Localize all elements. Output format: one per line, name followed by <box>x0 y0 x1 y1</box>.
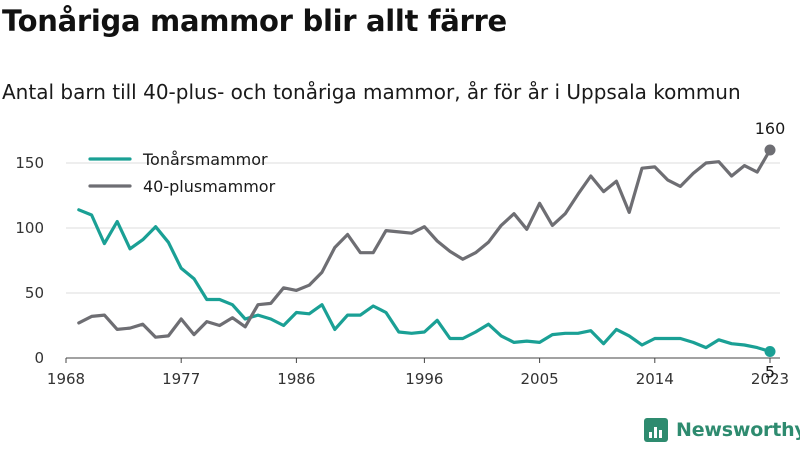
chart-title: Tonåriga mammor blir allt färre <box>2 4 507 38</box>
y-tick-label: 0 <box>34 349 44 367</box>
end-value-label: 5 <box>765 363 775 382</box>
x-tick-label: 1996 <box>405 370 443 388</box>
x-tick-label: 1968 <box>47 370 85 388</box>
y-tick-label: 150 <box>15 154 44 172</box>
axis-ticks: 0 50 100 150 1968 1977 1986 1996 2005 2014 2023 <box>15 154 789 388</box>
x-tick-label: 2014 <box>636 370 674 388</box>
brand-name: Newsworthy <box>676 419 800 441</box>
series-line <box>77 148 772 339</box>
x-tick-label: 1986 <box>277 370 315 388</box>
series-end-point <box>764 346 776 357</box>
legend-entry: 40-plusmammor <box>143 177 276 196</box>
x-tick-label: 1977 <box>162 370 200 388</box>
series-end-point <box>764 144 776 156</box>
series-line <box>77 208 772 354</box>
brand-logo: Newsworthy <box>644 418 800 442</box>
legend-entry: Tonårsmammor <box>142 150 268 169</box>
end-value-label: 160 <box>755 119 786 138</box>
chart-subtitle: Antal barn till 40-plus- och tonåriga ma… <box>2 80 741 104</box>
x-tick-label: 2005 <box>521 370 559 388</box>
legend: Tonårsmammor 40-plusmammor <box>88 150 276 196</box>
x-tick-label: 2023 <box>751 370 789 388</box>
y-tick-label: 50 <box>25 284 44 302</box>
bar-chart-logo-icon <box>644 418 668 442</box>
series-lines: 5 160 <box>77 119 786 382</box>
y-tick-label: 100 <box>15 219 44 237</box>
